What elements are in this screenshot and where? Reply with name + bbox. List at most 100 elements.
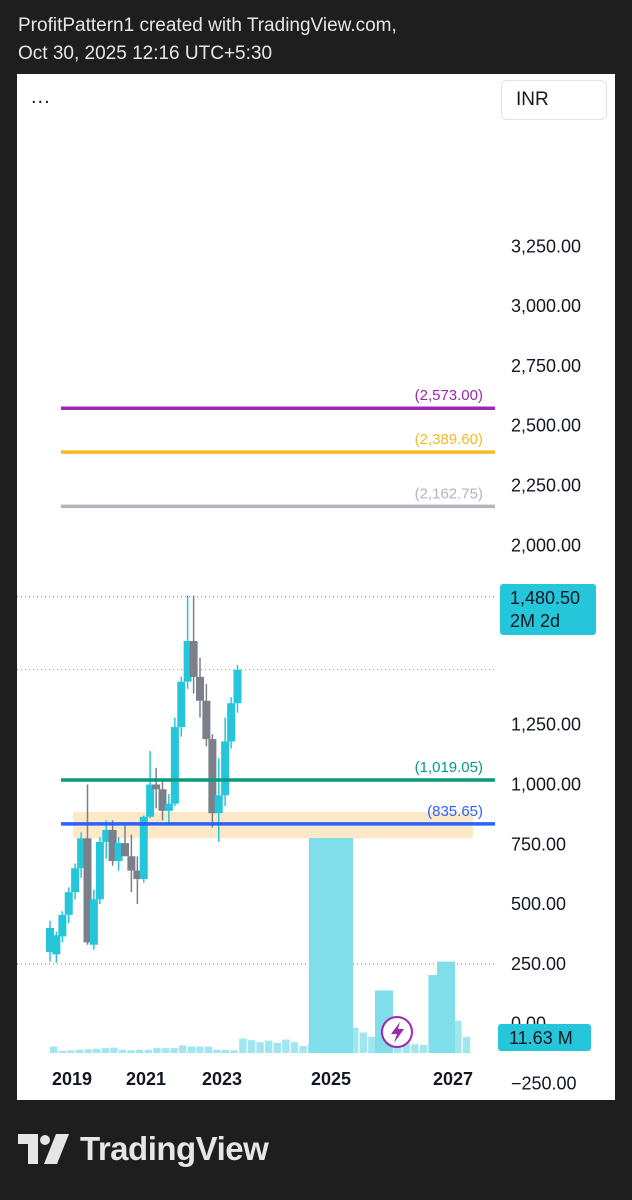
candle-body bbox=[202, 700, 211, 740]
attribution-line-1: ProfitPattern1 created with TradingView.… bbox=[18, 15, 397, 36]
volume-bar bbox=[290, 1042, 299, 1053]
candle-body bbox=[108, 829, 117, 862]
volume-bar bbox=[309, 838, 353, 1053]
volume-bar bbox=[67, 1050, 75, 1053]
volume-bar bbox=[179, 1045, 187, 1053]
y-axis-tick-label: 750.00 bbox=[511, 834, 566, 854]
candle-body bbox=[227, 703, 236, 742]
x-axis-tick-label: 2021 bbox=[126, 1069, 166, 1089]
x-axis-tick-label: 2023 bbox=[202, 1069, 242, 1089]
candle-body bbox=[146, 784, 155, 817]
lightning-icon-glyph bbox=[391, 1022, 404, 1043]
candle-body bbox=[64, 892, 73, 915]
chart-attribution: ProfitPattern1 created with TradingView.… bbox=[18, 12, 397, 68]
volume-bar bbox=[419, 1044, 428, 1053]
volume-bar bbox=[127, 1050, 135, 1053]
candle-body bbox=[214, 795, 223, 814]
candle-body bbox=[183, 640, 192, 682]
volume-bar bbox=[239, 1038, 247, 1053]
candle-body bbox=[196, 676, 204, 701]
candle-body bbox=[189, 640, 198, 677]
candle-body bbox=[83, 838, 92, 943]
candle-body bbox=[127, 856, 136, 871]
candle-body bbox=[233, 669, 242, 704]
candle-body bbox=[121, 843, 129, 857]
last-price-badge bbox=[500, 584, 596, 635]
candle-body bbox=[139, 816, 148, 879]
candle-body bbox=[221, 741, 230, 796]
candle-body bbox=[46, 928, 54, 952]
volume-bar bbox=[118, 1049, 127, 1053]
candle-body bbox=[164, 803, 173, 811]
candle-body bbox=[95, 841, 104, 900]
volume-bar bbox=[282, 1039, 290, 1053]
candle-body bbox=[208, 739, 217, 814]
y-axis-tick-label: 1,000.00 bbox=[511, 775, 581, 795]
more-options-menu[interactable]: ... bbox=[31, 86, 51, 108]
y-axis-tick-label: 2,750.00 bbox=[511, 356, 581, 376]
candle-body bbox=[133, 870, 142, 879]
last-price-value: 1,480.50 bbox=[510, 588, 580, 608]
candle-body bbox=[102, 829, 111, 842]
candle-body bbox=[52, 935, 61, 955]
volume-bar bbox=[161, 1048, 170, 1053]
y-axis-tick-label: −250.00 bbox=[511, 1074, 577, 1094]
y-axis-tick-label: 500.00 bbox=[511, 894, 566, 914]
volume-bar bbox=[462, 1036, 471, 1053]
volume-bar bbox=[213, 1049, 221, 1053]
price-level-label: (2,389.60) bbox=[415, 431, 483, 448]
volume-bar bbox=[411, 1044, 419, 1053]
y-axis-tick-label: 1,250.00 bbox=[511, 715, 581, 735]
volume-bar bbox=[170, 1048, 178, 1053]
candle-body bbox=[58, 914, 67, 937]
volume-bar bbox=[437, 961, 455, 1053]
candle-body bbox=[77, 838, 86, 869]
x-axis-tick-label: 2025 bbox=[311, 1069, 351, 1089]
volume-bar bbox=[110, 1047, 118, 1053]
volume-bar bbox=[265, 1040, 273, 1053]
volume-bar bbox=[247, 1040, 256, 1053]
y-axis-tick-label: 250.00 bbox=[511, 954, 566, 974]
x-axis-tick-label: 2019 bbox=[52, 1069, 92, 1089]
x-axis-tick-label: 2027 bbox=[433, 1069, 473, 1089]
y-axis-tick-label: 3,250.00 bbox=[511, 236, 581, 256]
candle-body bbox=[114, 843, 123, 862]
price-chart[interactable]: (2,573.00) (2,389.60) (2,162.75) (1,019.05)… bbox=[17, 74, 615, 1100]
brand-wordmark: TradingView bbox=[80, 1130, 269, 1167]
candle-body bbox=[152, 784, 161, 790]
attribution-line-2: Oct 30, 2025 12:16 UTC+5:30 bbox=[18, 43, 273, 64]
volume-bar bbox=[136, 1049, 144, 1053]
candle-body bbox=[158, 789, 167, 811]
volume-bar bbox=[351, 1027, 359, 1053]
volume-bar bbox=[84, 1049, 92, 1053]
volume-bar bbox=[144, 1049, 152, 1053]
volume-bar bbox=[153, 1048, 161, 1053]
volume-value: 11.63 M bbox=[509, 1028, 573, 1048]
volume-bar bbox=[256, 1042, 264, 1053]
y-axis-tick-label: 2,000.00 bbox=[511, 535, 581, 555]
volume-bar bbox=[273, 1042, 281, 1053]
candle-body bbox=[177, 681, 186, 728]
y-axis-tick-label: 2,500.00 bbox=[511, 416, 581, 436]
tradingview-logo: TradingView bbox=[18, 1130, 269, 1168]
volume-bar bbox=[230, 1050, 238, 1053]
price-level-label: (2,162.75) bbox=[415, 485, 483, 502]
price-level-label: (835.65) bbox=[427, 803, 483, 820]
volume-badge bbox=[498, 1024, 591, 1051]
volume-bar bbox=[101, 1048, 109, 1053]
price-level-label: (2,573.00) bbox=[415, 387, 483, 404]
volume-bar bbox=[50, 1046, 58, 1053]
volume-bar bbox=[187, 1046, 195, 1053]
volume-bar bbox=[196, 1046, 204, 1053]
volume-bar bbox=[75, 1049, 84, 1053]
volume-bar bbox=[402, 1042, 410, 1053]
volume-bar bbox=[454, 1020, 462, 1053]
y-axis-tick-label: 2,250.00 bbox=[511, 476, 581, 496]
y-axis-tick-label: 3,000.00 bbox=[511, 296, 581, 316]
candle-body bbox=[89, 899, 98, 945]
candle-body bbox=[71, 868, 80, 893]
currency-selector[interactable]: INR bbox=[501, 80, 607, 120]
volume-bar bbox=[93, 1048, 101, 1053]
tradingview-logo-icon bbox=[18, 1134, 69, 1164]
chart-panel[interactable]: (2,573.00) (2,389.60) (2,162.75) (1,019.05)… bbox=[17, 74, 615, 1100]
